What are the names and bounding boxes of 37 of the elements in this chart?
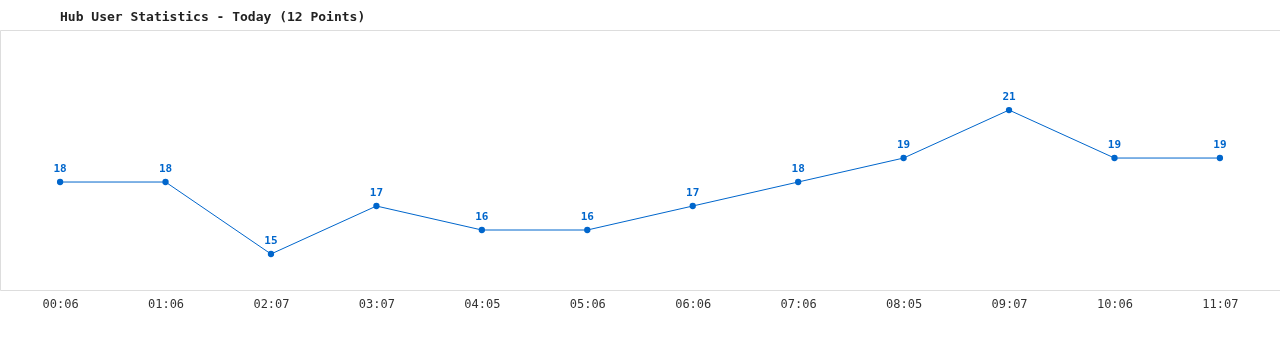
point (900, 154, 907, 162)
point (373, 202, 380, 210)
data-label: 16 (580, 210, 595, 224)
point (1005, 106, 1013, 114)
x-tick-label: 05:06 (569, 296, 606, 311)
point (1111, 154, 1118, 162)
x-tick-label: 10:06 (1096, 296, 1134, 311)
data-label: 18 (158, 162, 173, 176)
point (478, 226, 486, 234)
data-label: 19 (1107, 138, 1122, 152)
x-tick-label: 01:06 (147, 296, 185, 311)
x-tick-label: 04:05 (464, 296, 501, 311)
data-label: 15 (264, 234, 278, 248)
point (689, 202, 696, 210)
point (1216, 154, 1224, 162)
x-tick-label: 11:07 (1202, 296, 1239, 311)
data-label: 21 (1002, 90, 1017, 104)
x-tick-label: 09:07 (991, 296, 1028, 311)
data-label: 19 (1213, 138, 1227, 152)
point (162, 178, 169, 186)
x-tick-label: 00:06 (42, 296, 79, 311)
x-tick-label: 02:07 (253, 296, 290, 311)
point (584, 226, 591, 234)
data-label: 18 (53, 162, 67, 176)
data-label: 17 (369, 186, 384, 200)
x-tick-label: 03:07 (358, 296, 395, 311)
data-label: 18 (791, 162, 805, 176)
x-tick-label: 08:05 (886, 296, 923, 311)
data-label: 19 (896, 138, 911, 152)
chart-title: Hub User Statistics - Today (12 Points) (60, 9, 366, 24)
data-label: 17 (686, 186, 700, 200)
point (794, 178, 802, 186)
point (267, 250, 275, 258)
x-tick-label: 07:06 (780, 296, 817, 311)
x-tick-label: 06:06 (675, 296, 712, 311)
data-label: 16 (475, 210, 489, 224)
point (56, 178, 64, 186)
